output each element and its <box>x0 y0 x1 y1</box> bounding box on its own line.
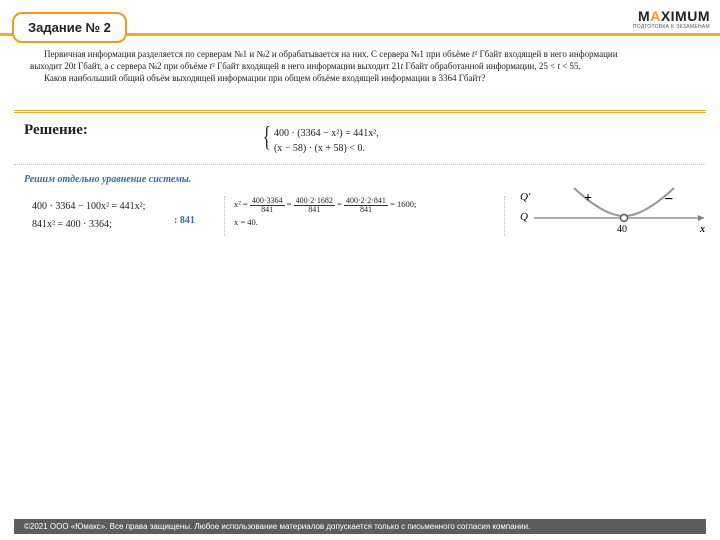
vdots-1 <box>224 196 225 236</box>
brand-tagline: ПОДГОТОВКА К ЭКЗАМЕНАМ <box>633 24 710 30</box>
orange-divider <box>14 110 706 113</box>
p-l2e: < 55. <box>560 61 581 71</box>
equation-system: { 400 · (3364 − x²) = 441x², (x − 58) · … <box>260 120 379 162</box>
divide-note: : 841 <box>174 215 195 226</box>
x-axis-label: x <box>699 224 705 235</box>
sys-line2: (x − 58) · (x + 58) < 0. <box>274 143 365 154</box>
dotted-divider <box>14 164 706 165</box>
q-label: Q <box>520 211 528 223</box>
sign-graph: Q′ Q + − x 40 <box>514 180 710 240</box>
task-badge: Задание № 2 <box>12 12 127 43</box>
f2d: 841 <box>294 206 335 214</box>
p-l2b: Гбайт, а с сервера №2 при объёме <box>76 61 210 71</box>
p-l2a: выходит 20 <box>30 61 73 71</box>
c1-l1: 400 · 3364 − 100x² = 441x²; <box>32 198 222 216</box>
problem-text: Первичная информация разделяется по серв… <box>30 48 698 84</box>
c2-lhs: x² = <box>234 199 250 209</box>
arrow-icon <box>698 215 704 221</box>
subheading: Решим отдельно уравнение системы. <box>24 174 191 185</box>
vdots-2 <box>504 196 505 236</box>
p-l2d: Гбайт обработанной информации, 25 < <box>403 61 557 71</box>
p-l2c: Гбайт входящей в него информации выходит… <box>215 61 401 71</box>
minus-sign: − <box>664 191 673 208</box>
tick-40: 40 <box>617 224 627 235</box>
c2-tail: = 1600; <box>390 199 416 209</box>
p-l1a: Первичная информация разделяется по серв… <box>44 49 472 59</box>
p-l1b: Гбайт входящей в него информации <box>477 49 617 59</box>
brand-logo: MAXIMUM ПОДГОТОВКА К ЭКЗАМЕНАМ <box>633 8 710 30</box>
sign-graph-svg: Q′ Q + − x 40 <box>514 180 710 240</box>
f1d: 841 <box>250 206 285 214</box>
plus-sign: + <box>584 191 592 206</box>
f3d: 841 <box>344 206 388 214</box>
c2-l2: x = 40. <box>234 214 494 230</box>
brand-pre: M <box>638 8 650 24</box>
p-l3: Каков наибольший общий объём выходящей и… <box>44 73 485 83</box>
sys-line1: 400 · (3364 − x²) = 441x², <box>274 128 379 139</box>
brand-post: XIMUM <box>661 8 710 24</box>
brand-accent: A <box>650 8 661 24</box>
critical-point <box>621 215 628 222</box>
q-prime-label: Q′ <box>520 191 531 203</box>
copyright-footer: ©2021 ООО «Юмакс». Все права защищены. Л… <box>14 519 706 534</box>
brace-icon: { <box>263 117 271 159</box>
work-col2: x² = 400·3364841 = 400·2·1682841 = 400·2… <box>234 196 494 230</box>
solution-label: Решение: <box>24 122 88 139</box>
